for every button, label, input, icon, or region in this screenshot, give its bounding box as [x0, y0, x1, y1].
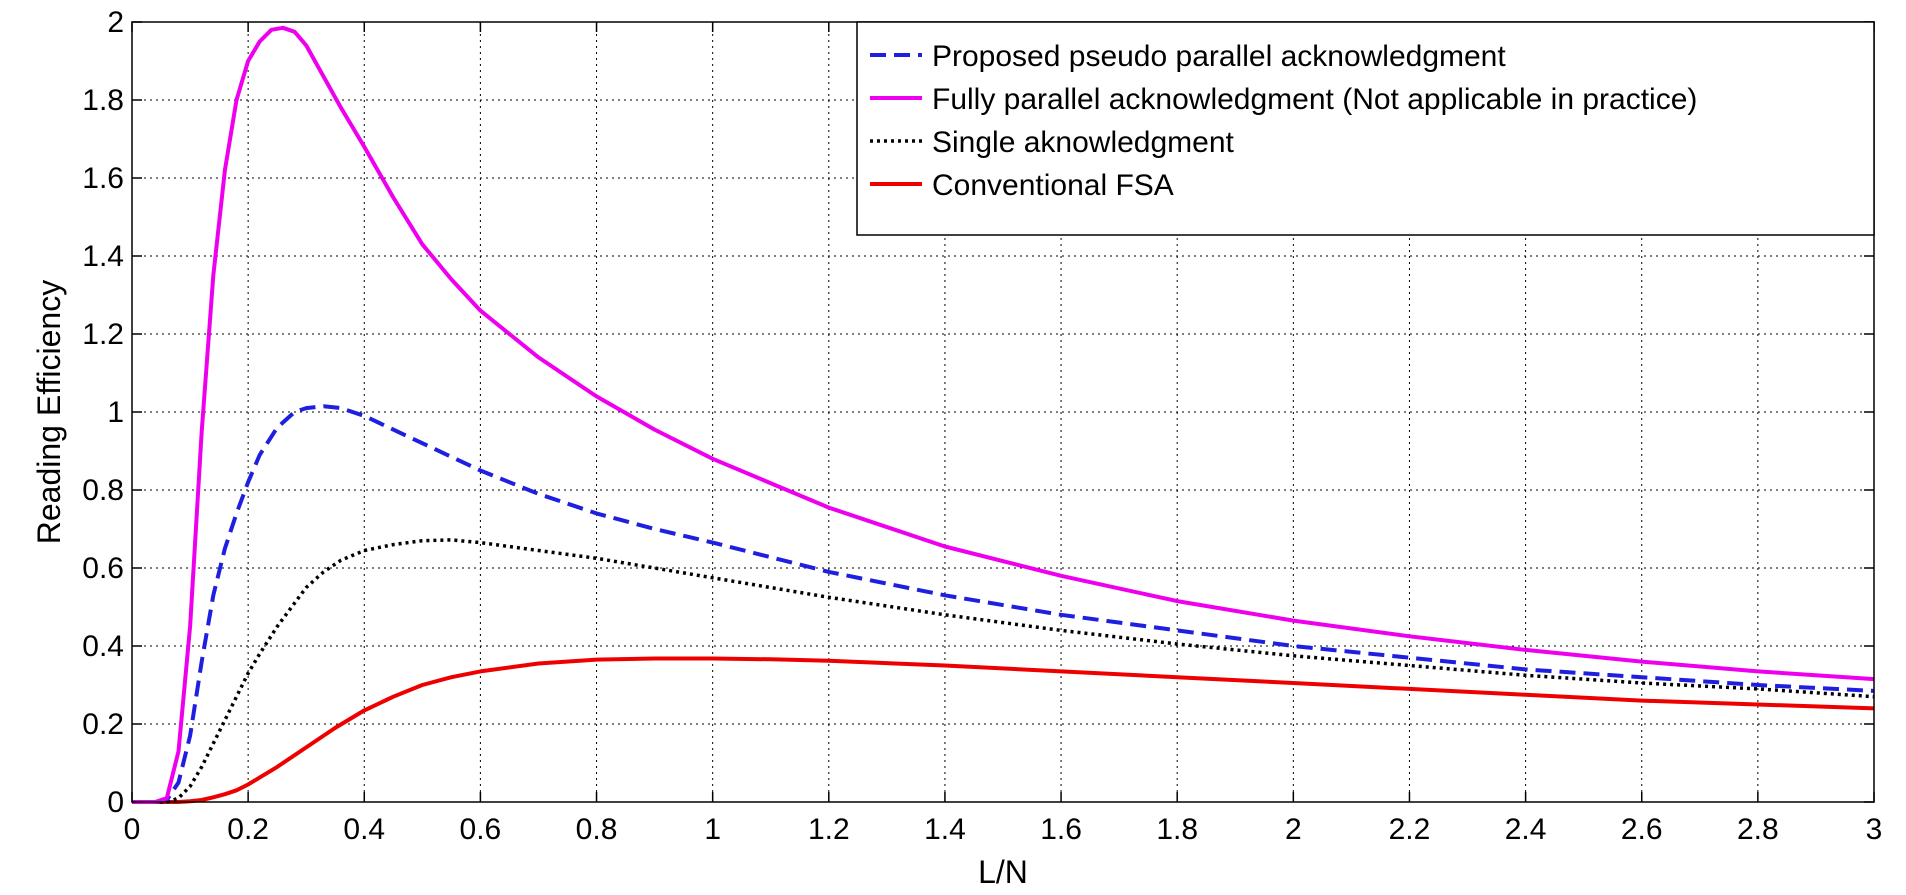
x-tick-label: 2.6	[1621, 813, 1663, 846]
x-tick-label: 2	[1285, 813, 1302, 846]
x-tick-label: 0.2	[227, 813, 269, 846]
y-tick-label: 0.6	[82, 552, 124, 585]
y-tick-label: 2	[107, 6, 124, 39]
x-tick-label: 2.2	[1389, 813, 1431, 846]
x-tick-label: 2.4	[1505, 813, 1547, 846]
series-line-2	[132, 538, 1875, 804]
y-tick-label: 1.2	[82, 318, 124, 351]
y-tick-label: 1.4	[82, 240, 124, 273]
y-tick-label: 0.8	[82, 474, 124, 507]
x-tick-label: 1.2	[808, 813, 850, 846]
x-tick-label: 3	[1866, 813, 1883, 846]
y-tick-label: 1.8	[82, 84, 124, 117]
series-line-1	[132, 25, 1875, 804]
y-tick-label: 0.2	[82, 708, 124, 741]
x-tick-label: 1.8	[1156, 813, 1198, 846]
x-tick-label: 0.6	[460, 813, 502, 846]
y-tick-label: 1	[107, 396, 124, 429]
x-tick-label: 0	[124, 813, 141, 846]
legend: Proposed pseudo parallel acknowledgment F…	[856, 21, 1875, 236]
x-tick-label: 1	[704, 813, 721, 846]
legend-box	[856, 21, 1875, 236]
y-tick-label: 1.6	[82, 162, 124, 195]
x-tick-label: 0.8	[576, 813, 618, 846]
x-axis-ticks: 0 0.2 0.4 0.6 0.8 1 1.2 1.4 1.6 1.8 2 2.2 2.4 2.6 2.8 3	[124, 22, 1883, 846]
legend-label-3: Conventional FSA	[932, 169, 1174, 202]
series-line-3	[132, 656, 1875, 804]
series-line-0	[132, 404, 1875, 804]
x-tick-label: 1.6	[1040, 813, 1082, 846]
legend-label-2: Single aknowledgment	[932, 126, 1235, 159]
x-tick-label: 2.8	[1737, 813, 1779, 846]
x-axis-title: L/N	[978, 854, 1028, 890]
y-tick-label: 0.4	[82, 630, 124, 663]
y-axis-title: Reading Efficiency	[31, 280, 67, 544]
legend-label-1: Fully parallel acknowledgment (Not appli…	[932, 83, 1697, 116]
x-tick-label: 0.4	[343, 813, 385, 846]
legend-label-0: Proposed pseudo parallel acknowledgment	[932, 40, 1506, 73]
series-layer	[132, 25, 1875, 804]
x-tick-label: 1.4	[924, 813, 966, 846]
y-tick-label: 0	[107, 786, 124, 819]
